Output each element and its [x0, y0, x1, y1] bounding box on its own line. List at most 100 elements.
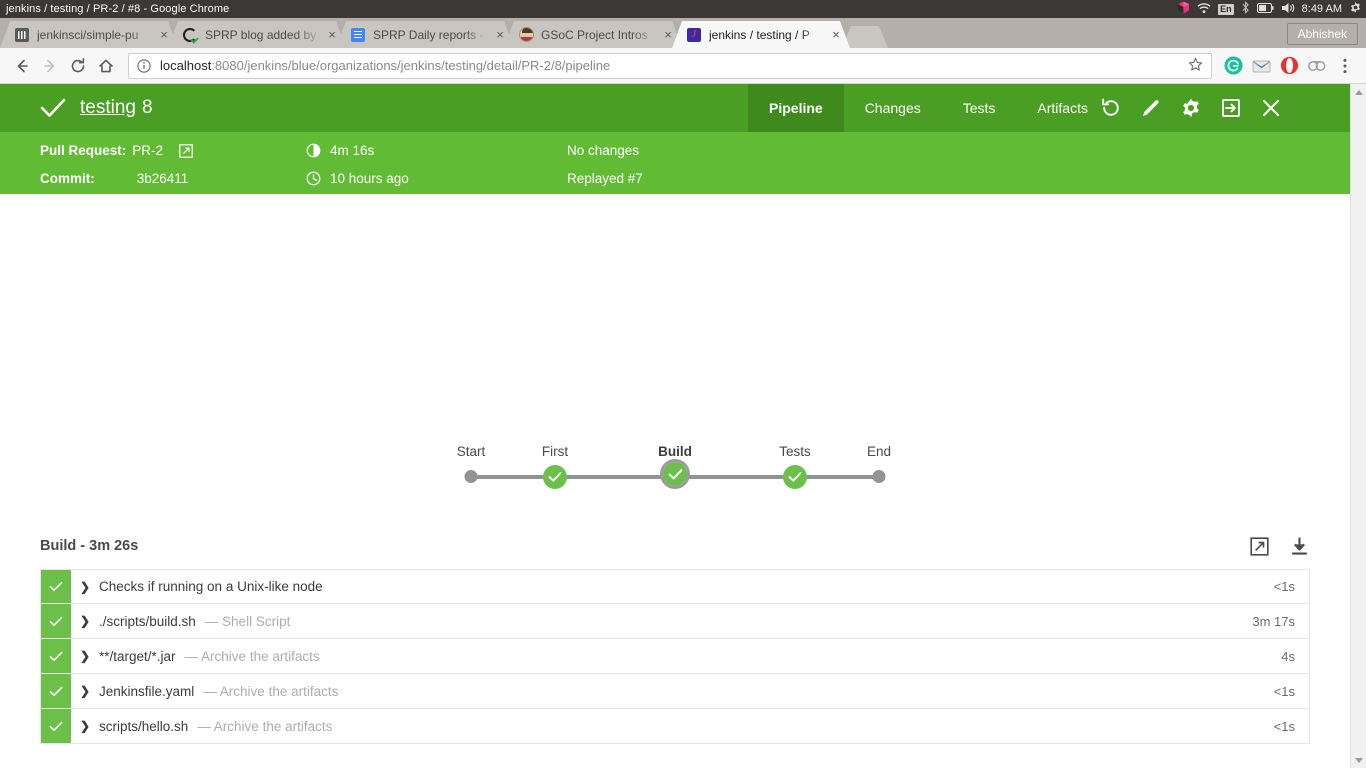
stage-node-end	[872, 470, 886, 483]
logs-icon[interactable]	[1218, 95, 1244, 121]
graph-edge	[675, 475, 795, 479]
replayed-meta: Replayed #7	[567, 171, 643, 186]
step-row[interactable]: ❯ Jenkinsfile.yaml — Archive the artifac…	[40, 674, 1310, 709]
browser-tab-0[interactable]: jenkinsci/simple-pu ×	[0, 21, 178, 48]
stage-label-build[interactable]: Build	[658, 444, 692, 459]
os-top-panel: jenkins / testing / PR-2 / #8 - Google C…	[0, 0, 1366, 18]
mail-icon[interactable]	[1248, 53, 1274, 79]
scroll-down-arrow-icon[interactable]	[1351, 752, 1366, 768]
tray-clock[interactable]: 8:49 AM	[1301, 3, 1342, 15]
tab-title: GSoC Project Intros	[541, 27, 648, 42]
gear-icon[interactable]	[1178, 95, 1204, 121]
steps-title: Build - 3m 26s	[40, 538, 139, 554]
system-tray: En 8:49 AM	[1177, 0, 1362, 18]
tab-title: SPRP Daily reports -	[373, 27, 484, 42]
close-icon[interactable]: ×	[328, 27, 336, 42]
grammarly-icon[interactable]	[1220, 53, 1246, 79]
chevron-right-icon[interactable]: ❯	[79, 614, 91, 628]
chevron-right-icon[interactable]: ❯	[79, 649, 91, 663]
step-row[interactable]: ❯ Checks if running on a Unix-like node …	[40, 569, 1310, 604]
back-button[interactable]	[8, 52, 36, 80]
tab-changes[interactable]: Changes	[864, 100, 921, 116]
close-icon[interactable]: ×	[496, 27, 504, 42]
tab-pipeline[interactable]: Pipeline	[748, 84, 844, 132]
battery-icon[interactable]	[1256, 2, 1274, 16]
stage-node-tests[interactable]	[783, 465, 807, 489]
step-status-success-icon	[41, 674, 71, 708]
home-button[interactable]	[92, 52, 120, 80]
bluetooth-icon[interactable]	[1241, 1, 1250, 17]
edit-pencil-icon[interactable]	[1138, 95, 1164, 121]
browser-toolbar: localhost:8080/jenkins/blue/organization…	[0, 48, 1366, 84]
chevron-right-icon[interactable]: ❯	[79, 684, 91, 698]
step-duration: <1s	[1273, 579, 1295, 594]
pipeline-name-link[interactable]: testing	[80, 97, 136, 118]
reload-button[interactable]	[64, 52, 92, 80]
run-metadata: Pull Request: PR-2 Commit: 3b26411 4m 16…	[0, 132, 1350, 194]
steps-header: Build - 3m 26s	[40, 532, 1310, 560]
open-in-new-window-icon[interactable]	[1248, 535, 1270, 557]
chrome-profile-button[interactable]: Abhishek	[1286, 23, 1358, 45]
tab-title: jenkinsci/simple-pu	[37, 27, 139, 42]
tab-tests[interactable]: Tests	[962, 100, 996, 116]
download-logs-icon[interactable]	[1288, 535, 1310, 557]
close-icon[interactable]	[1258, 95, 1284, 121]
close-icon[interactable]: ×	[664, 27, 672, 42]
forward-button[interactable]	[36, 52, 64, 80]
close-icon[interactable]: ×	[160, 27, 168, 42]
opera-icon[interactable]	[1276, 53, 1302, 79]
pull-request-value: PR-2	[132, 143, 164, 158]
commit-value[interactable]: 3b26411	[136, 171, 189, 186]
scroll-up-arrow-icon[interactable]	[1351, 84, 1366, 100]
proxy-icon[interactable]	[1304, 53, 1330, 79]
chevron-right-icon[interactable]: ❯	[79, 719, 91, 733]
step-duration: <1s	[1273, 683, 1295, 699]
vertical-scrollbar[interactable]	[1350, 84, 1366, 768]
gear-icon[interactable]	[1349, 1, 1362, 17]
step-row[interactable]: ❯ **/target/*.jar — Archive the artifact…	[40, 639, 1310, 674]
browser-tab-3[interactable]: GSoC Project Intros ×	[504, 21, 682, 48]
commit-meta: Commit: 3b26411	[40, 171, 188, 186]
stage-label-tests[interactable]: Tests	[779, 444, 811, 459]
keyboard-layout-icon[interactable]: En	[1218, 3, 1234, 15]
steps-panel: Build - 3m 26s ❯ Checks if running on a …	[40, 532, 1310, 744]
graph-edge	[795, 475, 879, 479]
external-link-icon[interactable]	[179, 143, 193, 158]
step-name: Jenkinsfile.yaml	[99, 683, 195, 699]
browser-tab-1[interactable]: SPRP blog added by ×	[168, 21, 346, 48]
browser-tab-4-active[interactable]: J jenkins / testing / P ×	[672, 21, 850, 48]
ubuntu-one-icon[interactable]	[1177, 1, 1190, 17]
blue-ocean-tabs: Pipeline Changes Tests Artifacts	[748, 84, 1109, 132]
volume-icon[interactable]	[1281, 2, 1295, 17]
site-info-icon[interactable]	[137, 58, 153, 73]
address-bar[interactable]: localhost:8080/jenkins/blue/organization…	[128, 52, 1212, 79]
browser-tabstrip: jenkinsci/simple-pu × SPRP blog added by…	[0, 18, 1366, 48]
step-description: **/target/*.jar — Archive the artifacts	[99, 639, 1281, 673]
step-row[interactable]: ❯ scripts/hello.sh — Archive the artifac…	[40, 709, 1310, 744]
stage-label-first[interactable]: First	[541, 444, 569, 459]
close-icon[interactable]: ×	[832, 27, 840, 42]
step-type: — Archive the artifacts	[197, 718, 333, 734]
tab-title: jenkins / testing / P	[709, 27, 810, 42]
browser-tab-2[interactable]: SPRP Daily reports - ×	[336, 21, 514, 48]
pull-request-meta: Pull Request: PR-2	[40, 143, 193, 158]
bookmark-star-icon[interactable]	[1185, 57, 1203, 75]
step-description: Jenkinsfile.yaml — Archive the artifacts	[99, 674, 1274, 708]
new-tab-button[interactable]	[842, 26, 888, 48]
stage-node-first[interactable]	[543, 465, 567, 489]
chevron-right-icon[interactable]: ❯	[79, 579, 91, 594]
changes-meta: No changes	[567, 143, 640, 158]
chrome-menu-icon[interactable]	[1332, 53, 1358, 79]
tab-artifacts[interactable]: Artifacts	[1037, 100, 1088, 116]
step-row[interactable]: ❯ ./scripts/build.sh — Shell Script 3m 1…	[40, 604, 1310, 639]
page-viewport: testing 8 Pipeline Changes Tests Artifac…	[0, 84, 1350, 768]
step-status-success-icon	[41, 604, 71, 638]
replay-icon[interactable]	[1098, 95, 1124, 121]
check-icon	[40, 97, 66, 119]
graph-edge	[471, 475, 555, 479]
step-name: scripts/hello.sh	[99, 718, 189, 734]
step-name: ./scripts/build.sh	[99, 613, 196, 629]
step-duration: 4s	[1281, 648, 1295, 664]
wifi-icon[interactable]	[1197, 2, 1211, 17]
stage-node-build-selected[interactable]	[660, 459, 690, 489]
